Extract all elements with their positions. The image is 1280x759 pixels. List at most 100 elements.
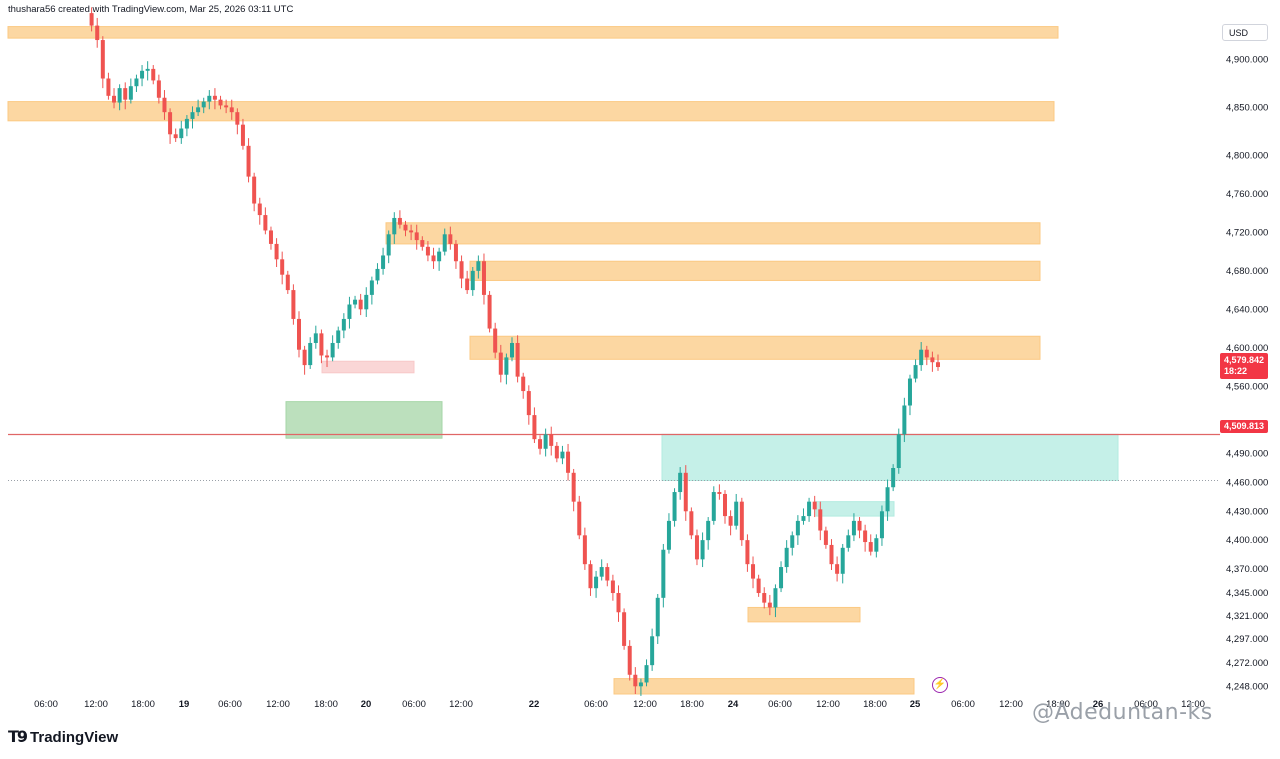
candle[interactable] xyxy=(134,74,139,92)
candle[interactable] xyxy=(594,570,599,598)
candle[interactable] xyxy=(751,556,756,589)
candle[interactable] xyxy=(297,311,301,358)
candle[interactable] xyxy=(779,561,784,593)
candle[interactable] xyxy=(218,95,223,110)
candle[interactable] xyxy=(638,678,643,696)
candle[interactable] xyxy=(728,510,733,536)
tradingview-logo[interactable]: 𝗧𝟵 TradingView xyxy=(8,727,118,747)
candle[interactable] xyxy=(532,407,537,443)
candle[interactable] xyxy=(392,212,397,244)
candle[interactable] xyxy=(280,251,285,285)
candle[interactable] xyxy=(605,563,610,587)
candle[interactable] xyxy=(734,493,739,530)
candle[interactable] xyxy=(341,313,346,339)
candle[interactable] xyxy=(538,435,543,455)
candle[interactable] xyxy=(711,486,716,525)
zone-supply[interactable] xyxy=(469,335,1041,360)
candle[interactable] xyxy=(661,543,666,608)
candle[interactable] xyxy=(582,527,587,570)
zone-fvg[interactable] xyxy=(661,433,1119,482)
candle[interactable] xyxy=(857,517,862,539)
candle[interactable] xyxy=(913,359,918,383)
candle[interactable] xyxy=(173,128,178,142)
candle[interactable] xyxy=(650,628,655,671)
candle[interactable] xyxy=(767,594,772,616)
candle[interactable] xyxy=(756,574,761,597)
candle[interactable] xyxy=(700,532,705,568)
candle[interactable] xyxy=(823,526,828,549)
candle[interactable] xyxy=(493,322,498,359)
candle[interactable] xyxy=(672,488,677,527)
candle[interactable] xyxy=(510,337,514,362)
candle[interactable] xyxy=(313,325,318,349)
candle[interactable] xyxy=(577,495,582,540)
candle[interactable] xyxy=(353,295,358,309)
candle[interactable] xyxy=(936,354,940,371)
candle[interactable] xyxy=(381,247,386,275)
zone-demand[interactable] xyxy=(285,401,443,439)
zone-supply[interactable] xyxy=(7,101,1055,122)
candle[interactable] xyxy=(801,508,806,525)
candle[interactable] xyxy=(442,228,447,256)
candle[interactable] xyxy=(498,344,503,383)
candle[interactable] xyxy=(184,115,189,137)
candle[interactable] xyxy=(106,72,111,100)
currency-label[interactable]: USD xyxy=(1222,24,1268,41)
candle[interactable] xyxy=(364,287,369,318)
candle[interactable] xyxy=(896,428,901,474)
candle[interactable] xyxy=(246,138,251,183)
candle[interactable] xyxy=(644,659,649,687)
candle[interactable] xyxy=(224,99,229,114)
candle[interactable] xyxy=(588,560,593,596)
candle[interactable] xyxy=(610,574,615,601)
candle[interactable] xyxy=(336,326,341,349)
candle[interactable] xyxy=(369,276,374,305)
candle[interactable] xyxy=(229,99,234,120)
candle[interactable] xyxy=(694,529,699,566)
zone-support[interactable] xyxy=(747,606,861,623)
candle[interactable] xyxy=(319,329,324,364)
candle[interactable] xyxy=(414,224,419,250)
candle[interactable] xyxy=(302,345,307,375)
candle[interactable] xyxy=(829,539,834,570)
candle[interactable] xyxy=(543,428,548,457)
candle[interactable] xyxy=(840,543,845,584)
candle[interactable] xyxy=(706,517,711,550)
candle[interactable] xyxy=(291,284,296,325)
candle[interactable] xyxy=(874,534,879,558)
candle[interactable] xyxy=(683,465,688,521)
candle[interactable] xyxy=(156,74,161,104)
candle[interactable] xyxy=(470,267,475,296)
candle[interactable] xyxy=(773,584,778,618)
candle[interactable] xyxy=(100,36,105,89)
candle[interactable] xyxy=(453,240,458,269)
candle[interactable] xyxy=(902,397,907,443)
candle[interactable] xyxy=(633,667,638,694)
candle[interactable] xyxy=(285,270,290,294)
candle[interactable] xyxy=(459,255,464,289)
candle[interactable] xyxy=(95,17,100,48)
candle[interactable] xyxy=(745,534,750,572)
candle[interactable] xyxy=(403,220,408,237)
candle[interactable] xyxy=(235,108,240,135)
candle[interactable] xyxy=(212,88,217,110)
candle[interactable] xyxy=(128,78,133,104)
candle[interactable] xyxy=(465,270,470,294)
candle[interactable] xyxy=(622,608,627,650)
candle[interactable] xyxy=(851,513,856,542)
candle[interactable] xyxy=(201,97,206,114)
candle[interactable] xyxy=(308,337,313,369)
candle[interactable] xyxy=(123,82,128,110)
candle[interactable] xyxy=(784,540,789,573)
candle[interactable] xyxy=(196,99,201,117)
candle[interactable] xyxy=(437,247,442,271)
candle[interactable] xyxy=(386,230,391,264)
candle[interactable] xyxy=(689,507,694,540)
candle[interactable] xyxy=(560,445,565,465)
candle[interactable] xyxy=(678,467,683,500)
candle[interactable] xyxy=(835,556,840,582)
candle[interactable] xyxy=(240,118,245,150)
candle[interactable] xyxy=(448,226,453,250)
candle[interactable] xyxy=(616,585,621,622)
candle[interactable] xyxy=(526,385,531,425)
